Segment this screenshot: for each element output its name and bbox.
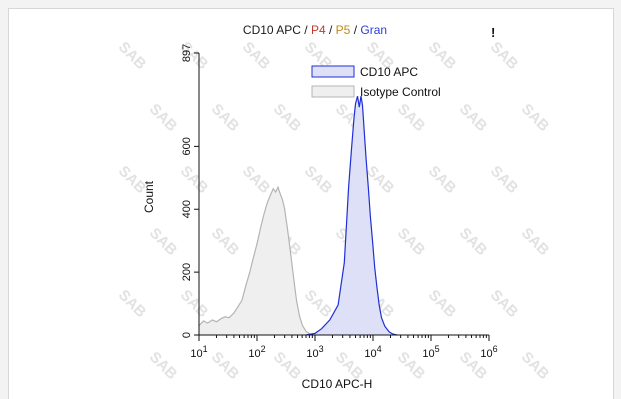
histogram-chart: SAB SAB SAB SAB SAB SAB SAB SAB SAB SAB SAB SAB SAB S…: [115, 23, 553, 391]
watermark-stamp-9: SAB: [270, 101, 305, 136]
watermark-stamp-28: SAB: [115, 287, 150, 322]
x-axis-ticks: 101 102 103 104 105 106: [190, 335, 498, 360]
watermark-stamp-5: SAB: [425, 39, 460, 74]
watermark-stamp-34: SAB: [487, 287, 522, 322]
legend-swatch-isotype-control: [311, 85, 355, 98]
series-line-isotype-control: [198, 185, 313, 336]
watermark-stamp-0: SAB: [115, 39, 150, 74]
x-tick-label-2: 102: [248, 344, 265, 360]
watermark-stamp-27: SAB: [518, 225, 553, 260]
watermark-stamp-33: SAB: [425, 287, 460, 322]
x-tick-label-4: 104: [364, 344, 381, 360]
watermark-stamp-19: SAB: [425, 163, 460, 198]
watermark-stamp-15: SAB: [177, 163, 212, 198]
x-tick-label-5: 105: [422, 344, 439, 360]
series-area-isotype-control: [199, 187, 313, 335]
watermark-stamp-16: SAB: [239, 163, 274, 198]
series-layer: [198, 95, 398, 336]
corner-mark: !: [491, 25, 495, 40]
watermark-stamp-25: SAB: [394, 225, 429, 260]
watermark-stamp-22: SAB: [208, 225, 243, 260]
legend-swatch-cd10-apc: [311, 65, 355, 78]
x-tick-label-1: 101: [190, 344, 207, 360]
watermark-stamp-21: SAB: [146, 225, 181, 260]
y-tick-label-400: 400: [181, 200, 193, 218]
y-tick-label-200: 200: [181, 263, 193, 281]
y-tick-label-0: 0: [181, 332, 193, 338]
legend: CD10 APC Isotype Control: [311, 65, 441, 99]
y-tick-label-600: 600: [181, 137, 193, 155]
watermark-stamp-6: SAB: [487, 39, 522, 74]
watermark-stamp-20: SAB: [487, 163, 522, 198]
watermark-stamp-35: SAB: [146, 349, 181, 384]
series-area-cd10-apc: [306, 96, 398, 335]
chart-title: CD10 APC / P4 / P5 / Gran: [243, 23, 387, 37]
watermark-stamp-36: SAB: [208, 349, 243, 384]
chart-panel: SAB SAB SAB SAB SAB SAB SAB SAB SAB SAB SAB SAB SAB S…: [8, 8, 614, 399]
watermark-stamp-29: SAB: [177, 287, 212, 322]
y-axis-title: Count: [142, 180, 156, 213]
watermark-stamp-26: SAB: [456, 225, 491, 260]
x-tick-label-3: 103: [306, 344, 323, 360]
y-tick-label-897: 897: [181, 44, 193, 62]
y-axis-ticks: 0 200 400 600 897: [181, 44, 199, 338]
x-tick-label-6: 106: [480, 344, 497, 360]
watermark-stamp-8: SAB: [208, 101, 243, 136]
watermark-stamp-13: SAB: [518, 101, 553, 136]
legend-label-cd10-apc: CD10 APC: [360, 65, 418, 79]
watermark-stamp-11: SAB: [394, 101, 429, 136]
watermark-stamp-37: SAB: [270, 349, 305, 384]
legend-label-isotype-control: Isotype Control: [360, 85, 441, 99]
watermark-stamp-41: SAB: [518, 349, 553, 384]
watermark-stamp-17: SAB: [301, 163, 336, 198]
watermark-stamp-2: SAB: [239, 39, 274, 74]
watermark-stamp-31: SAB: [301, 287, 336, 322]
series-line-cd10-apc: [305, 95, 398, 336]
watermark-stamp-7: SAB: [146, 101, 181, 136]
x-axis-title: CD10 APC-H: [302, 377, 373, 391]
watermark-stamp-12: SAB: [456, 101, 491, 136]
